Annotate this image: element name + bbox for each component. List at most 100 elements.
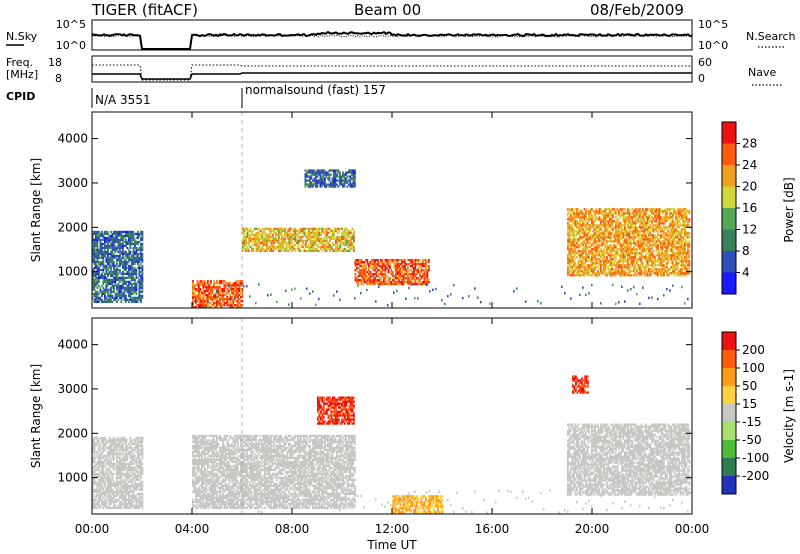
power-cell xyxy=(396,277,399,280)
power-cell xyxy=(679,242,682,245)
power-cell xyxy=(102,250,105,254)
power-cell xyxy=(598,210,601,213)
power-cell xyxy=(609,214,611,217)
power-cell xyxy=(621,266,623,269)
power-cell xyxy=(649,264,652,267)
power-cell xyxy=(426,269,429,272)
power-cell xyxy=(204,282,206,285)
power-cell xyxy=(339,177,341,180)
power-cell xyxy=(591,234,593,237)
power-cell xyxy=(208,296,211,299)
power-cell xyxy=(132,256,135,260)
power-cell xyxy=(125,298,127,301)
power-cell xyxy=(125,252,127,256)
power-cell xyxy=(138,272,141,275)
power-cell xyxy=(333,249,336,252)
power-cell xyxy=(95,244,97,248)
power-cell xyxy=(573,250,575,253)
power-cell xyxy=(235,296,238,299)
power-cell xyxy=(199,284,202,287)
power-cell xyxy=(110,292,112,295)
power-cell xyxy=(627,266,629,269)
power-cell xyxy=(580,226,583,229)
power-cell xyxy=(672,250,674,253)
power-cell xyxy=(657,232,659,235)
power-cell xyxy=(571,270,574,273)
power-cell xyxy=(639,234,641,237)
power-cell xyxy=(341,239,343,242)
power-cell xyxy=(616,248,619,251)
power-cell xyxy=(579,274,581,277)
power-cell xyxy=(96,276,99,279)
power-cell xyxy=(642,236,644,239)
power-cell xyxy=(311,237,313,240)
power-cell xyxy=(661,270,664,273)
power-cell xyxy=(595,210,598,213)
power-cell xyxy=(601,242,604,245)
power-cell xyxy=(119,262,121,266)
power-cell xyxy=(110,294,112,297)
power-cell xyxy=(625,212,628,215)
power-cell xyxy=(375,275,378,278)
power-cell xyxy=(676,240,679,243)
power-cell xyxy=(337,171,340,174)
power-cell xyxy=(261,245,264,248)
power-cell xyxy=(318,241,321,244)
noise-tick-right-bottom: 10^0 xyxy=(698,39,728,52)
power-cell xyxy=(666,254,668,257)
power-cell xyxy=(583,250,586,253)
power-cell xyxy=(402,265,405,268)
power-cell xyxy=(585,220,587,223)
power-cell xyxy=(306,171,308,174)
power-cell xyxy=(114,238,117,242)
power-cell xyxy=(399,263,402,266)
power-cell xyxy=(337,175,340,178)
power-cell xyxy=(225,286,227,289)
power-cell xyxy=(119,232,121,236)
power-cell xyxy=(606,230,608,233)
power-cell xyxy=(132,288,135,291)
power-cell xyxy=(601,220,604,223)
power-cell xyxy=(571,242,574,245)
power-cell xyxy=(570,218,572,221)
power-cell xyxy=(128,242,130,246)
power-cell xyxy=(126,246,129,250)
power-cell xyxy=(425,281,427,284)
power-cell xyxy=(574,238,577,241)
vel-cell xyxy=(96,500,99,503)
power-cell xyxy=(570,216,572,219)
power-cell xyxy=(284,237,286,240)
power-cell xyxy=(119,254,121,258)
power-cell xyxy=(655,272,658,275)
power-cell xyxy=(359,261,361,264)
power-cell xyxy=(123,264,126,268)
power-cell xyxy=(318,171,320,174)
power-cell xyxy=(312,231,315,234)
power-cell xyxy=(378,281,381,284)
power-cell xyxy=(352,181,355,184)
power-cell xyxy=(582,256,584,259)
power-cell xyxy=(622,224,625,227)
power-cell xyxy=(636,240,638,243)
power-cell xyxy=(111,238,114,242)
power-cell xyxy=(111,254,114,258)
power-cell xyxy=(570,246,572,249)
power-cell xyxy=(606,250,608,253)
power-cell xyxy=(196,296,199,299)
power-cell xyxy=(600,270,602,273)
power-cell xyxy=(108,294,111,297)
power-cell xyxy=(316,185,319,188)
power-cell xyxy=(321,179,323,182)
power-cell xyxy=(414,269,417,272)
power-cell xyxy=(663,252,665,255)
power-cell xyxy=(140,290,142,293)
power-cell xyxy=(381,267,384,270)
power-cell xyxy=(316,171,319,174)
power-cell xyxy=(313,181,316,184)
power-cell xyxy=(648,256,650,259)
power-cell xyxy=(116,236,118,240)
power-cell xyxy=(676,226,679,229)
power-cell xyxy=(263,247,265,250)
power-cell xyxy=(658,264,661,267)
